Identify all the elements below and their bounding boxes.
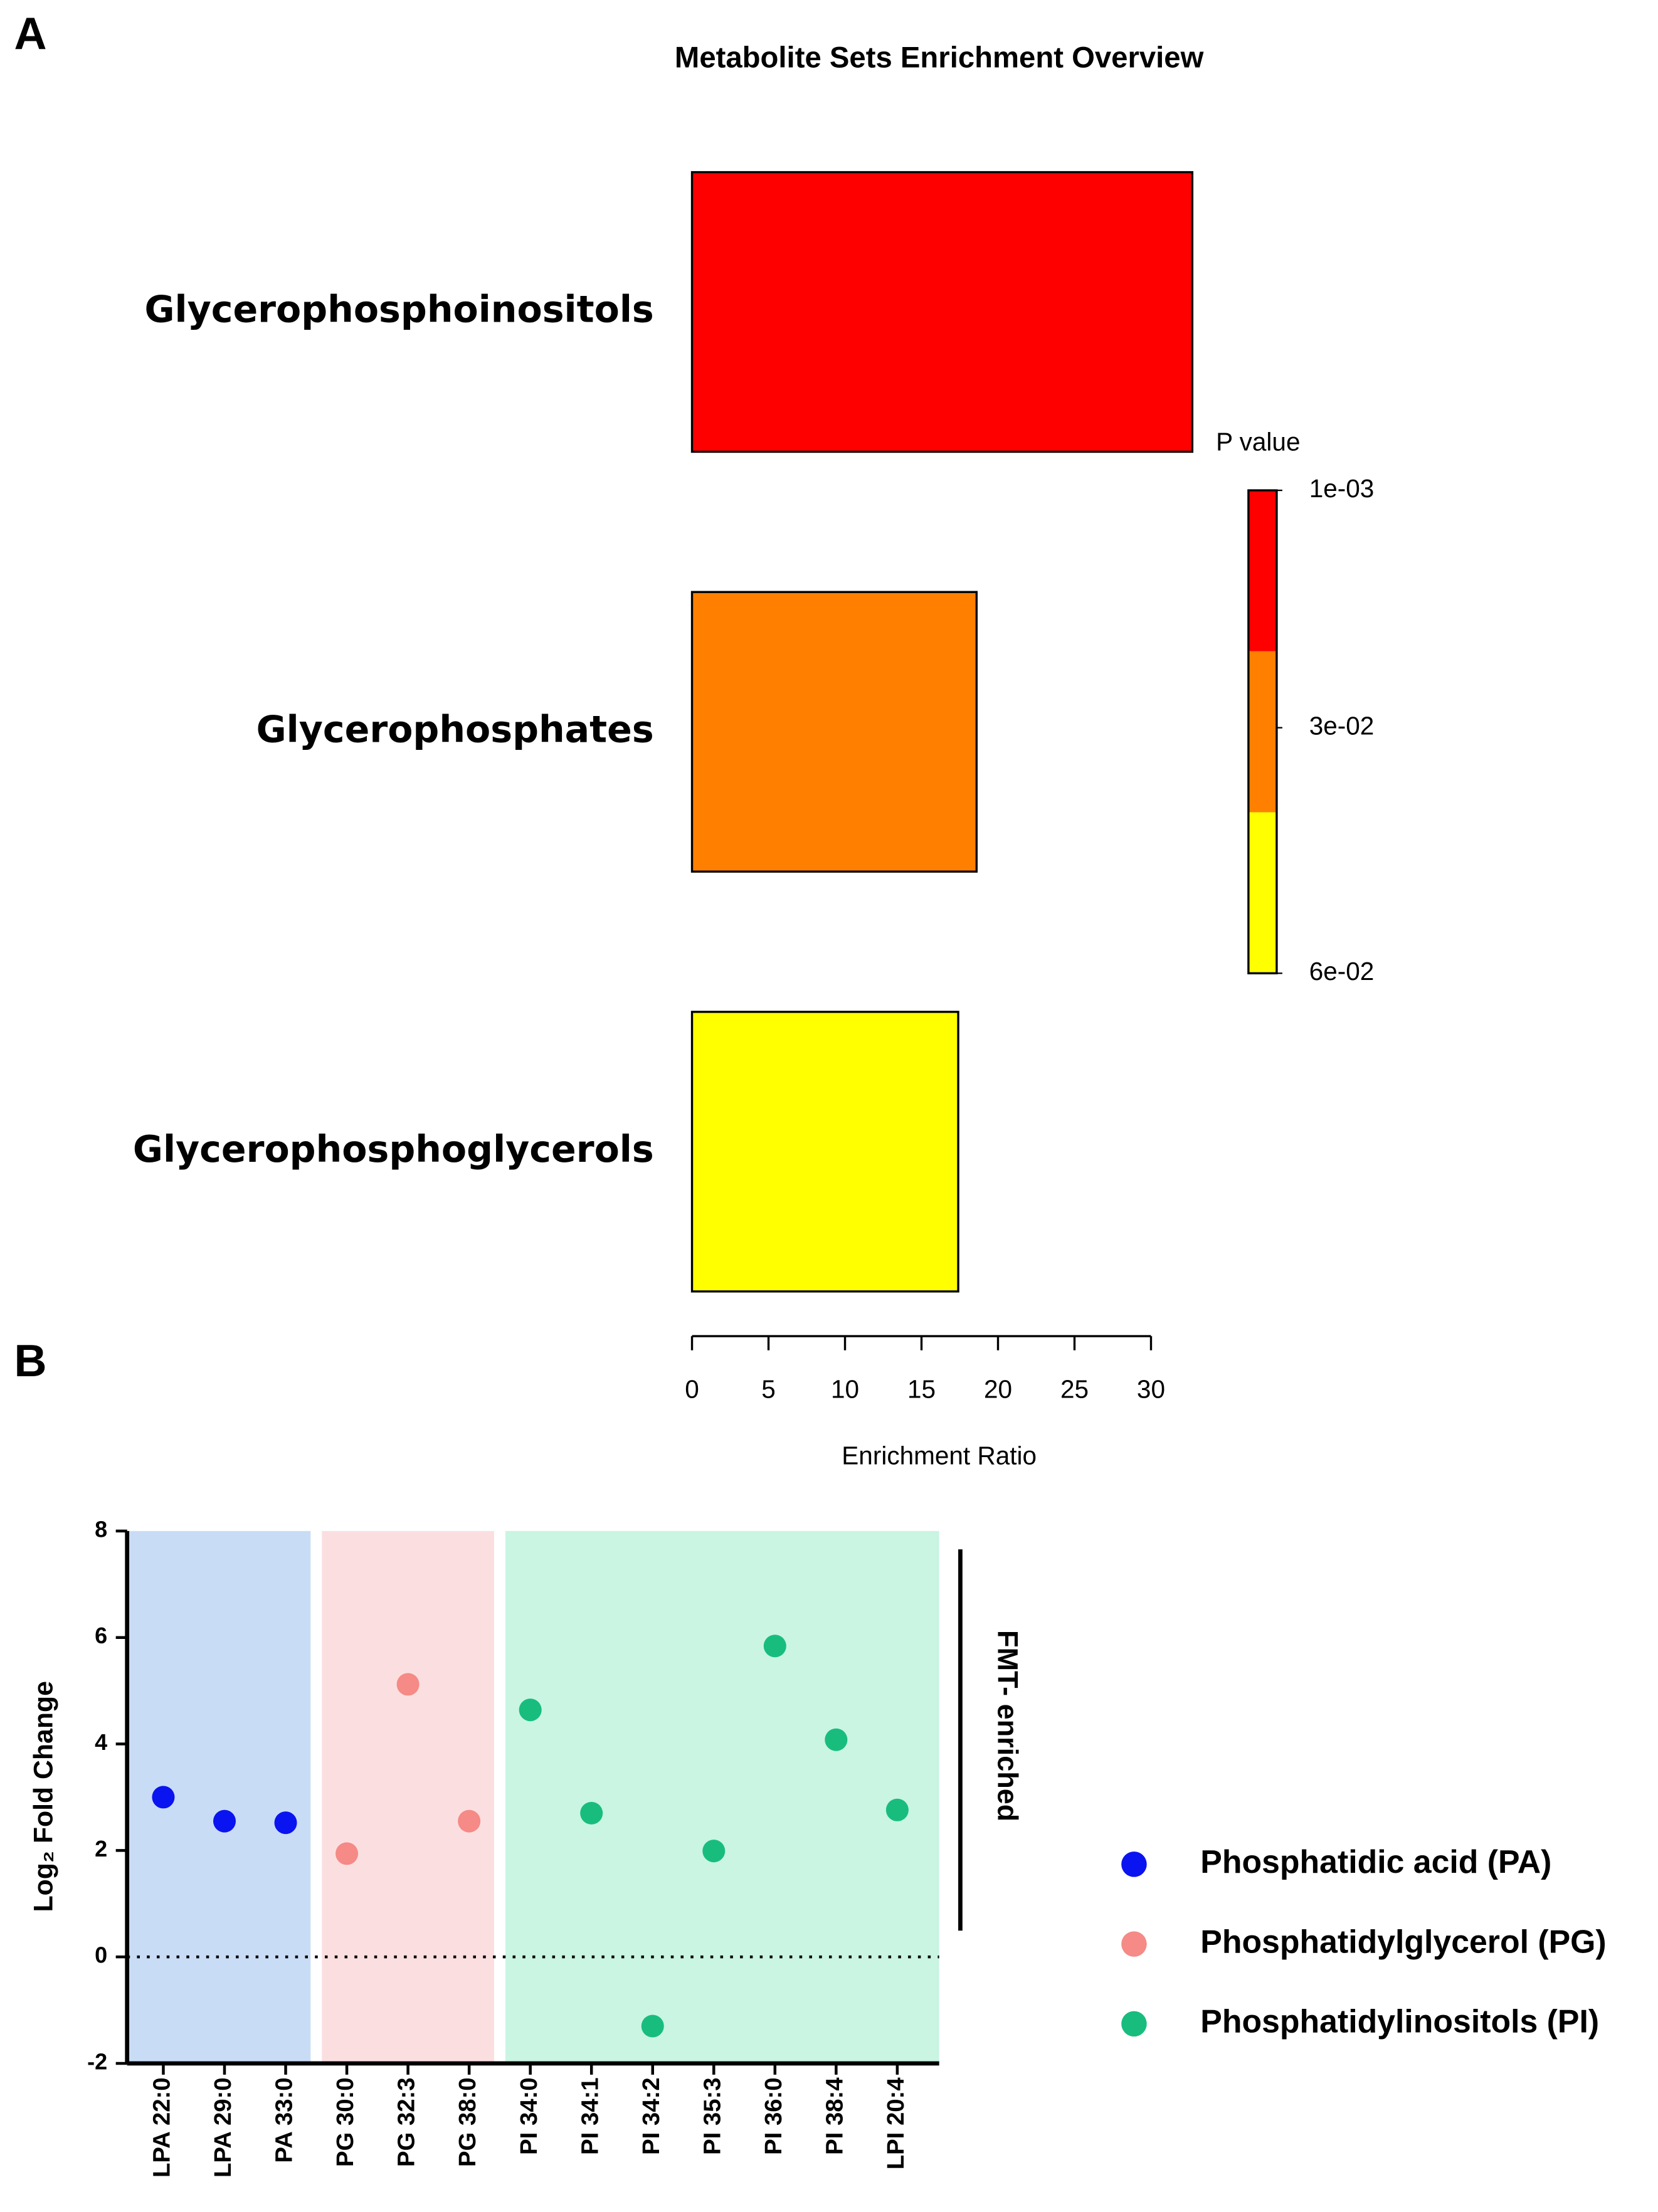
point bbox=[213, 1809, 236, 1833]
category-label: Glycerophosphoinositols bbox=[144, 288, 653, 331]
y-tick-label: -2 bbox=[87, 2048, 107, 2074]
y-tick-label: 2 bbox=[95, 1836, 107, 1862]
x-axis-title: Enrichment Ratio bbox=[842, 1441, 1037, 1470]
x-tick-label: PI 34:0 bbox=[515, 2077, 542, 2154]
legend-marker bbox=[1121, 1851, 1147, 1877]
group-band bbox=[505, 1530, 939, 2063]
point bbox=[702, 1840, 726, 1863]
colorbar-segment bbox=[1248, 490, 1277, 651]
y-tick-label: 0 bbox=[95, 1942, 107, 1968]
y-tick-label: 4 bbox=[95, 1729, 107, 1755]
x-tick-label: 5 bbox=[761, 1375, 776, 1404]
point bbox=[885, 1798, 909, 1821]
colorbar-tick-label: 1e-03 bbox=[1309, 474, 1375, 503]
annotation: FMT- enriched bbox=[992, 1630, 1024, 1821]
x-tick-label: PA 33:0 bbox=[271, 2077, 298, 2162]
point bbox=[335, 1842, 359, 1865]
colorbar-tick-label: 6e-02 bbox=[1309, 957, 1375, 986]
colorbar-segment bbox=[1248, 812, 1277, 974]
x-tick-label: PI 34:1 bbox=[576, 2077, 603, 2154]
y-tick-label: 8 bbox=[95, 1516, 107, 1542]
x-tick-label: LPA 22:0 bbox=[149, 2077, 176, 2178]
legend-label: Phosphatidylglycerol (PG) bbox=[1200, 1923, 1606, 1959]
x-tick-label: PI 36:0 bbox=[760, 2077, 787, 2154]
x-tick-label: 15 bbox=[907, 1375, 936, 1404]
x-tick-label: 10 bbox=[831, 1375, 859, 1404]
panel-label: A bbox=[14, 9, 47, 59]
colorbar-title: P value bbox=[1216, 427, 1300, 456]
category-label: Glycerophosphates bbox=[256, 708, 654, 750]
bar bbox=[690, 171, 1194, 453]
x-tick-label: 25 bbox=[1060, 1375, 1089, 1404]
point bbox=[641, 2014, 664, 2038]
point bbox=[519, 1698, 542, 1722]
point bbox=[396, 1673, 420, 1696]
x-tick-label: PI 34:2 bbox=[638, 2077, 665, 2154]
bar bbox=[690, 591, 978, 873]
y-axis-title: Log₂ Fold Change bbox=[28, 1681, 58, 1912]
y-tick-label: 6 bbox=[95, 1623, 107, 1648]
legend-label: Phosphatidylinositols (PI) bbox=[1200, 2003, 1599, 2040]
colorbar-frame bbox=[1247, 489, 1278, 974]
x-tick-label: PG 38:0 bbox=[454, 2077, 481, 2167]
panel-label: B bbox=[14, 1336, 47, 1386]
point bbox=[458, 1809, 481, 1833]
legend-marker bbox=[1121, 1931, 1147, 1957]
x-tick-label: 0 bbox=[685, 1375, 699, 1404]
x-tick-label: PG 30:0 bbox=[332, 2077, 359, 2167]
point bbox=[825, 1728, 848, 1751]
x-tick-label: PG 32:3 bbox=[393, 2077, 420, 2167]
x-tick-label: 30 bbox=[1137, 1375, 1165, 1404]
group-band bbox=[322, 1530, 494, 2063]
bar bbox=[690, 1011, 959, 1293]
x-tick-label: PI 38:4 bbox=[821, 2077, 848, 2155]
x-tick-label: LPI 20:4 bbox=[882, 2077, 909, 2169]
colorbar-tick-label: 3e-02 bbox=[1309, 711, 1375, 740]
colorbar-segment bbox=[1248, 651, 1277, 813]
x-tick-label: PI 35:3 bbox=[699, 2077, 726, 2154]
legend-label: Phosphatidic acid (PA) bbox=[1200, 1843, 1551, 1880]
chart-title: Metabolite Sets Enrichment Overview bbox=[675, 41, 1204, 75]
point bbox=[274, 1811, 297, 1835]
x-tick-label: LPA 29:0 bbox=[209, 2077, 236, 2178]
point bbox=[763, 1635, 786, 1658]
legend-marker bbox=[1121, 2011, 1147, 2037]
x-tick-label: 20 bbox=[984, 1375, 1012, 1404]
category-label: Glycerophosphoglycerols bbox=[133, 1128, 654, 1171]
point bbox=[152, 1786, 175, 1809]
point bbox=[580, 1801, 603, 1825]
